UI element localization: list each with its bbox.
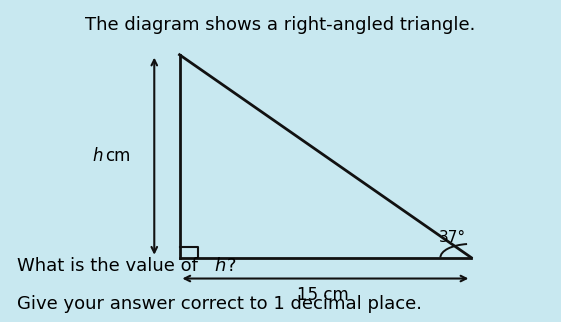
Text: The diagram shows a right-angled triangle.: The diagram shows a right-angled triangl… [85, 16, 476, 34]
Text: 37°: 37° [439, 230, 466, 245]
Text: $h$: $h$ [93, 147, 104, 165]
Text: ?: ? [227, 257, 237, 275]
Text: Give your answer correct to 1 decimal place.: Give your answer correct to 1 decimal pl… [17, 295, 422, 313]
Text: $h$: $h$ [214, 257, 227, 275]
Text: cm: cm [105, 147, 131, 165]
Text: What is the value of: What is the value of [17, 257, 204, 275]
Text: 15 cm: 15 cm [297, 286, 348, 304]
